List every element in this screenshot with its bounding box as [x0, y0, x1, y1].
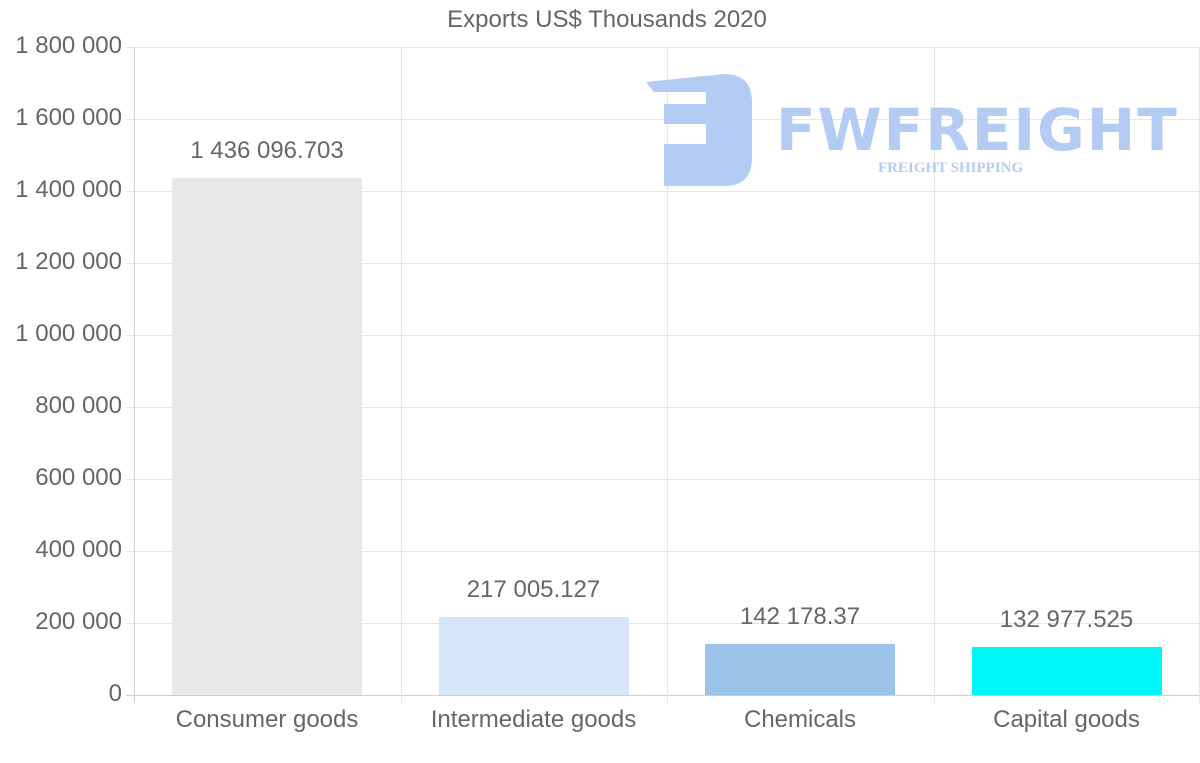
gridline-y: [126, 263, 1200, 264]
gridline-y: [126, 695, 1200, 696]
watermark-tagline: FREIGHT SHIPPING: [878, 160, 1024, 176]
bar-chemicals[interactable]: [705, 643, 896, 695]
gridline-x: [667, 47, 668, 703]
gridline-y: [126, 119, 1200, 120]
gridline-x: [933, 47, 935, 703]
gridline-x: [134, 47, 135, 703]
y-tick-label: 1 800 000: [15, 32, 122, 59]
x-tick-label: Consumer goods: [175, 706, 359, 733]
gridline-y: [126, 407, 1200, 408]
gridline-y: [126, 623, 1200, 624]
x-tick-label: Intermediate goods: [430, 706, 637, 733]
chart-title: Exports US$ Thousands 2020: [447, 6, 767, 33]
plot-area: [126, 47, 1200, 703]
bar-value-label: 1 436 096.703: [190, 137, 344, 164]
gridline-y: [126, 191, 1200, 192]
y-tick-label: 400 000: [35, 536, 122, 563]
watermark-logo: FWFREIGHT FREIGHT SHIPPING: [646, 74, 1177, 186]
y-tick-label: 0: [108, 680, 122, 707]
y-tick-label: 800 000: [35, 392, 122, 419]
gridline-y: [126, 479, 1200, 480]
y-tick-label: 1 200 000: [15, 248, 122, 275]
x-tick-label: Chemicals: [743, 706, 857, 733]
bar-intermediate-goods[interactable]: [438, 616, 629, 695]
gridline-y: [126, 335, 1200, 336]
gridline-x: [400, 47, 402, 703]
y-tick-label: 200 000: [35, 608, 122, 635]
fw-logo-icon: [646, 74, 752, 186]
y-tick-label: 600 000: [35, 464, 122, 491]
bar-value-label: 132 977.525: [999, 606, 1134, 634]
x-tick-label: Capital goods: [993, 706, 1140, 733]
gridline-y: [126, 47, 1200, 48]
bar-capital-goods[interactable]: [971, 647, 1162, 695]
bar-consumer-goods[interactable]: [172, 178, 363, 695]
bar-value-label: 142 178.37: [739, 602, 861, 630]
y-tick-label: 1 400 000: [15, 176, 122, 203]
bar-value-label: 217 005.127: [466, 575, 601, 603]
watermark-brand: FWFREIGHT: [776, 96, 1179, 164]
y-tick-label: 1 600 000: [15, 104, 122, 131]
gridline-y: [126, 551, 1200, 552]
y-tick-label: 1 000 000: [15, 320, 122, 347]
